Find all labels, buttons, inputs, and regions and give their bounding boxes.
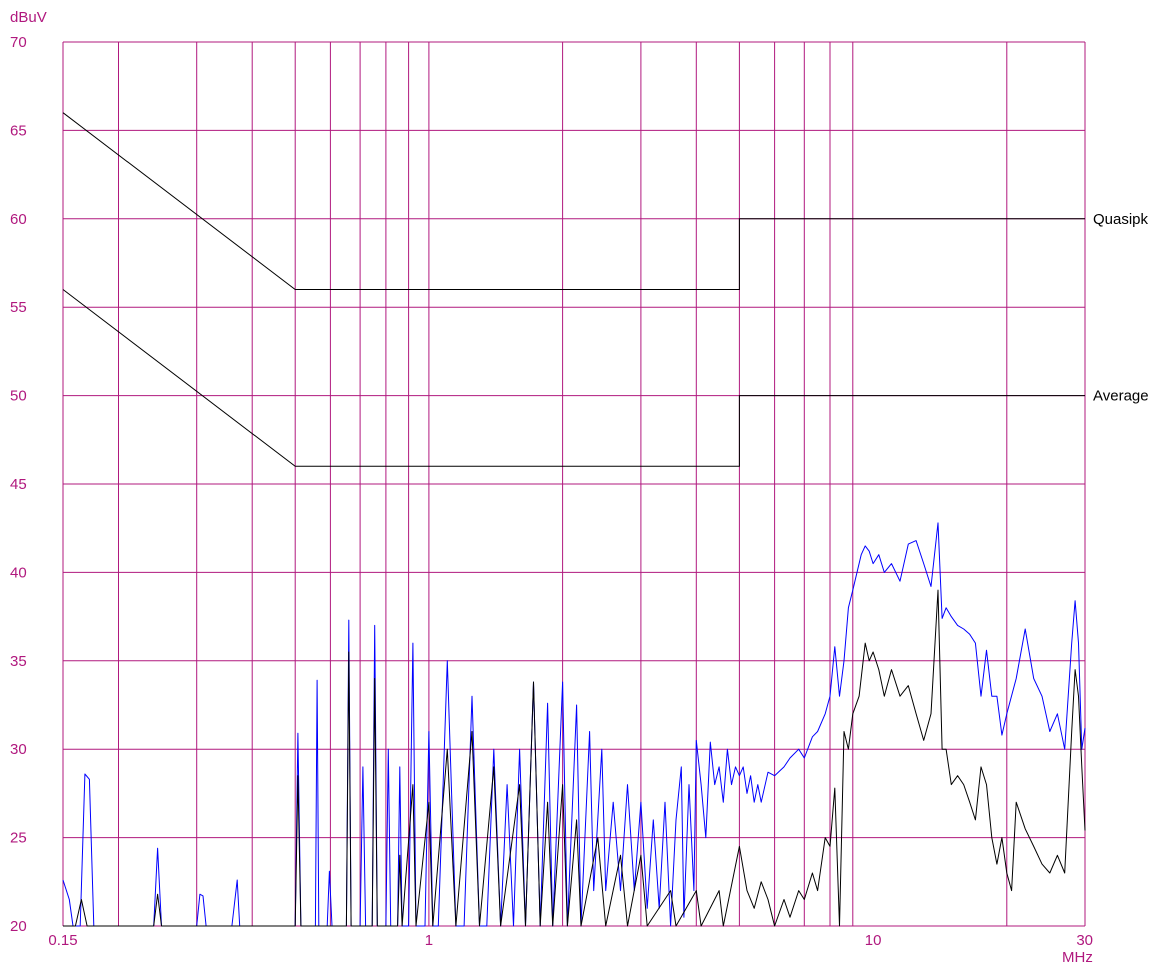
limit-label: Quasipk [1093,211,1149,228]
x-tick-label: 10 [865,932,882,949]
grid [62,41,1086,927]
measurement-trace [63,589,1086,927]
x-axis-label: MHz [1062,949,1093,966]
y-tick-label: 65 [10,122,27,139]
x-tick-label: 1 [425,932,433,949]
x-tick-label: 30 [1076,932,1093,949]
y-tick-label: 30 [10,741,27,758]
y-tick-label: 55 [10,299,27,316]
measurement-trace [62,522,1086,927]
limit-line [62,112,1085,290]
y-tick-label: 60 [10,211,27,228]
axis-ticks: 20 25 30 35 40 45 50 55 60 65 70 0.15 1 10 30 [10,34,1093,949]
series-traces [62,522,1086,927]
limit-lines: Quasipk Average [62,112,1149,467]
y-tick-label: 70 [10,34,27,51]
y-tick-label: 20 [10,918,27,935]
y-tick-label: 45 [10,476,27,493]
y-axis-label: dBuV [10,9,47,26]
y-tick-label: 35 [10,653,27,670]
limit-line [62,289,1085,467]
x-tick-label: 0.15 [48,932,77,949]
y-tick-label: 50 [10,388,27,405]
y-tick-label: 25 [10,830,27,847]
y-tick-label: 40 [10,564,27,581]
limit-label: Average [1093,388,1149,405]
